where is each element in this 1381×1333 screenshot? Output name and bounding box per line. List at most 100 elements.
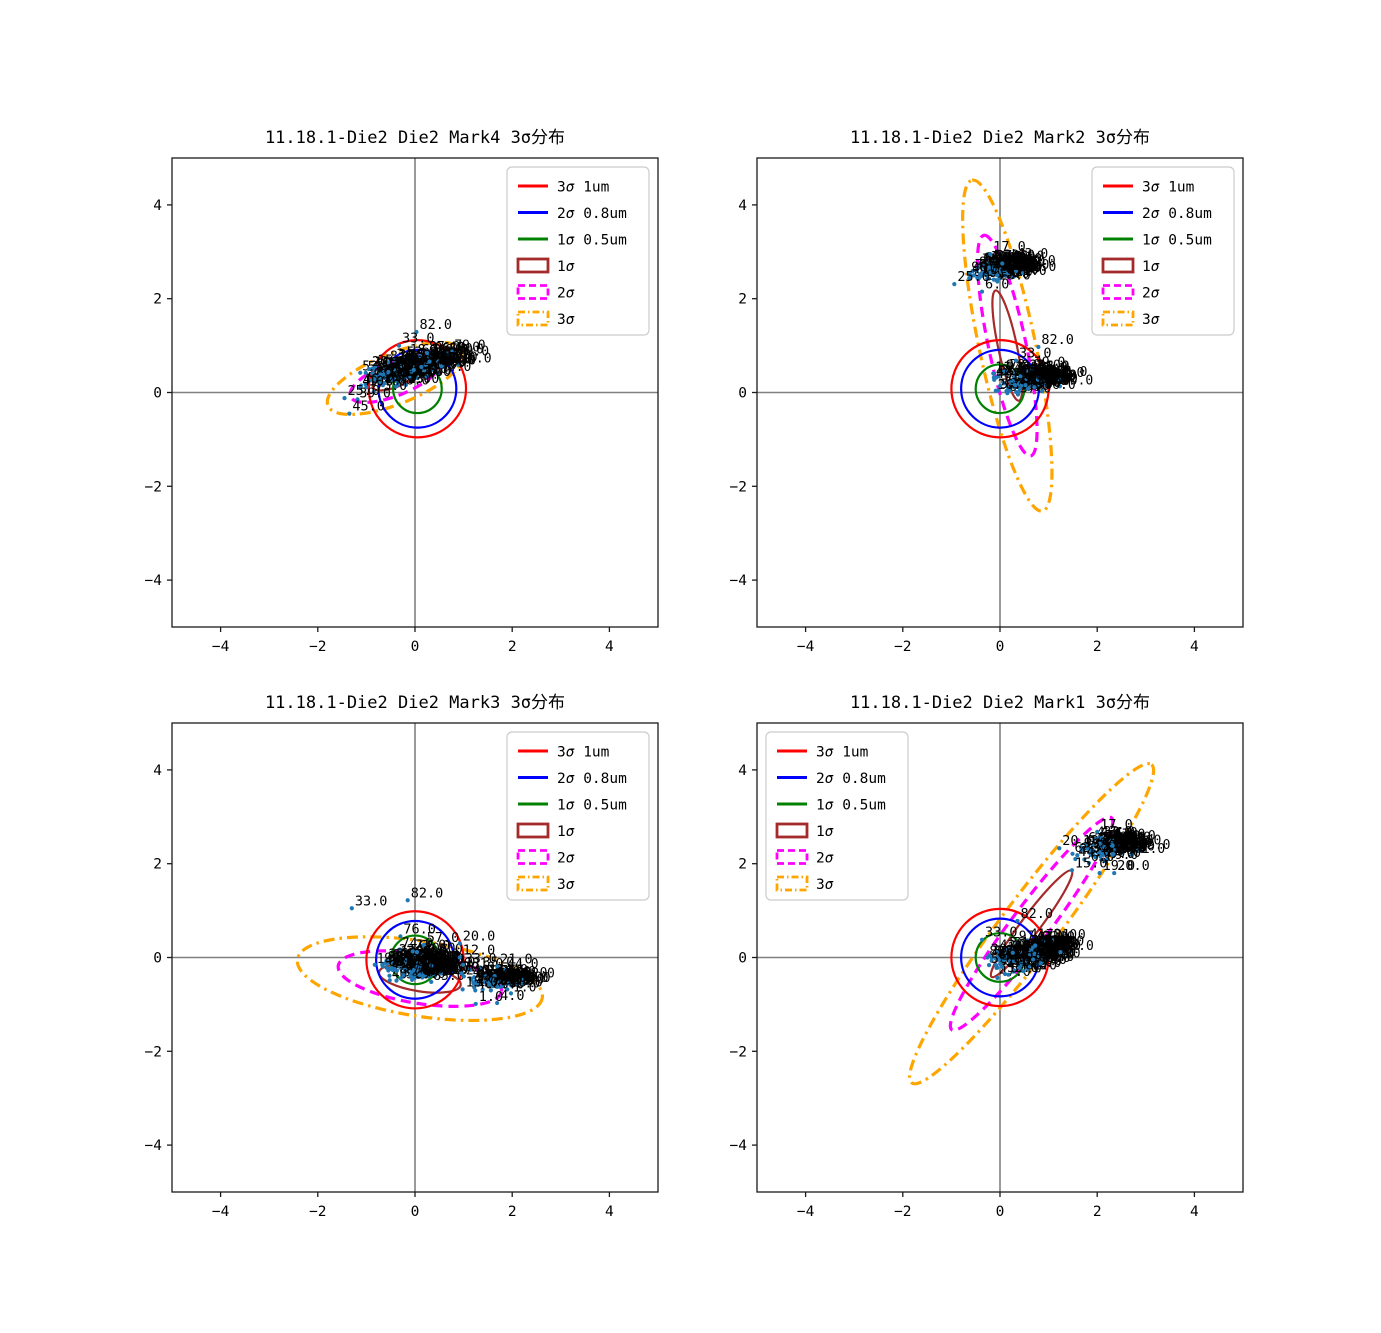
data-point (1045, 957, 1050, 962)
point-label: 48.0 (1040, 364, 1071, 379)
plot-area-mark1: 42.066.072.029.095.018.065.033.01.097.01… (730, 722, 1244, 1220)
x-tick-label: −2 (309, 1204, 326, 1220)
point-label: 9.0 (428, 351, 451, 366)
point-label: 45.0 (1010, 261, 1041, 276)
point-label: 6.0 (1091, 850, 1114, 865)
reference-circle-2σ 0.8um (960, 348, 1040, 429)
data-point (1040, 945, 1045, 950)
subplot-title-mark1: 11.18.1-Die2 Die2 Mark1 3σ分布 (849, 693, 1151, 713)
legend: 3σ 1um 2σ 0.8um 1σ 0.5um 1σ 2σ 3σ (506, 731, 650, 901)
point-label: 67.0 (1028, 948, 1059, 963)
point-label: 54.0 (497, 963, 528, 978)
point-label: 41.0 (1030, 928, 1061, 943)
legend-label: 3σ (557, 312, 575, 328)
point-label: 41.0 (1043, 950, 1074, 965)
data-point (1029, 366, 1035, 371)
x-tick-label: −4 (212, 1204, 230, 1220)
data-point (1085, 846, 1090, 851)
point-label: 29.0 (1046, 935, 1077, 950)
data-point (418, 964, 423, 969)
data-point (439, 364, 444, 369)
point-label: 93.0 (997, 255, 1028, 270)
x-tick-label: −2 (894, 639, 911, 655)
legend-label: 2σ (1142, 286, 1160, 302)
point-label: 79.0 (458, 344, 489, 359)
point-label: 58.0 (989, 256, 1020, 271)
point-label: 41.0 (1027, 372, 1058, 387)
data-point (1040, 950, 1045, 955)
point-label: 40.0 (385, 953, 416, 968)
point-label: 55.0 (399, 957, 430, 972)
point-label: 49.0 (449, 341, 480, 356)
point-label: 48.0 (408, 353, 439, 368)
data-point (1013, 268, 1019, 273)
point-label: 71.0 (1015, 264, 1046, 279)
data-point (423, 362, 428, 367)
data-point (1024, 376, 1029, 382)
point-label: 22.0 (1108, 834, 1139, 849)
data-point (1113, 847, 1118, 852)
point-label: 9.0 (1015, 257, 1038, 272)
point-label: 81.0 (1134, 842, 1165, 857)
point-label: 12.0 (1018, 258, 1049, 273)
data-point (1129, 853, 1135, 858)
data-point (1102, 845, 1107, 850)
point-label: 85.0 (1035, 935, 1066, 950)
data-point (442, 361, 447, 366)
point-label: 86.0 (1023, 363, 1054, 378)
data-point (427, 359, 432, 364)
data-point (1000, 964, 1005, 969)
data-point (408, 973, 413, 978)
plot-area-mark4: 52.073.020.097.016.091.062.036.037.069.0… (145, 157, 659, 655)
data-point (1019, 378, 1024, 383)
point-label: 31.0 (433, 953, 464, 968)
data-point (473, 1001, 478, 1007)
data-point (478, 966, 483, 971)
point-label: 85.0 (1120, 831, 1151, 846)
point-label: 53.0 (416, 357, 447, 372)
legend: 3σ 1um 2σ 0.8um 1σ 0.5um 1σ 2σ 3σ (506, 166, 650, 336)
data-point (1009, 380, 1014, 386)
data-point (1029, 378, 1034, 383)
data-point (1014, 389, 1019, 395)
data-point (1088, 851, 1093, 857)
data-point (390, 377, 395, 382)
point-label: 33.0 (402, 331, 435, 347)
data-point (363, 370, 368, 375)
data-point (389, 965, 394, 971)
point-label: 59.0 (428, 352, 459, 367)
y-tick-label: 2 (153, 857, 162, 873)
point-label: 61.0 (1115, 835, 1146, 850)
point-label: 98.0 (1047, 371, 1078, 386)
point-label: 41.0 (991, 255, 1022, 270)
point-label: 45.0 (431, 343, 462, 358)
data-point (1021, 951, 1026, 957)
legend-rect-swatch (775, 849, 809, 865)
sigma-ellipse-2σ (336, 949, 504, 1008)
data-point (422, 368, 427, 373)
data-point (457, 955, 462, 960)
legend-label: 3σ 1um (557, 745, 610, 761)
point-label: 9.0 (1013, 252, 1036, 267)
point-label: 10.0 (383, 361, 414, 376)
data-point (1009, 946, 1014, 952)
data-point (469, 977, 474, 982)
point-label: 92.0 (374, 367, 405, 382)
data-point (987, 265, 992, 270)
point-label: 40.0 (1062, 373, 1093, 388)
data-point (952, 282, 957, 287)
point-label: 80.0 (1004, 954, 1035, 969)
data-point (1010, 950, 1015, 955)
legend-rect-swatch (516, 284, 550, 300)
y-tick-label: −4 (730, 573, 748, 589)
point-label: 76.0 (401, 363, 432, 378)
data-point (398, 965, 403, 970)
point-label: 55.0 (1114, 832, 1145, 847)
data-point (1038, 961, 1044, 966)
point-label: 41.0 (426, 950, 457, 965)
legend-label: 2σ (816, 851, 834, 867)
point-label: 30.0 (424, 941, 455, 956)
y-tick-label: 4 (153, 198, 162, 214)
point-label: 43.0 (990, 251, 1021, 266)
data-point (1043, 948, 1049, 953)
